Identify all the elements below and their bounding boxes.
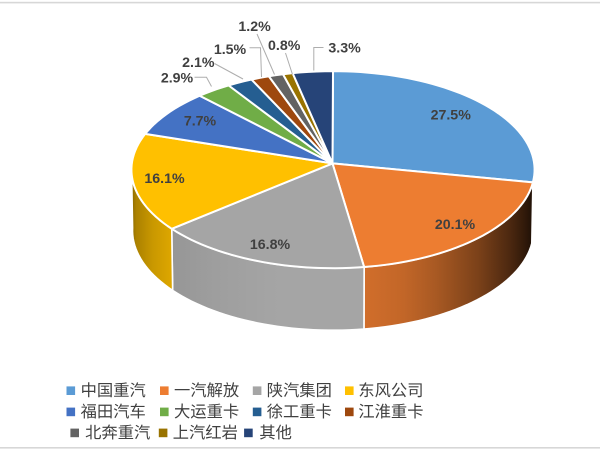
svg-text:20.1%: 20.1% (435, 217, 476, 233)
svg-text:7.7%: 7.7% (184, 113, 217, 129)
svg-text:0.8%: 0.8% (268, 38, 301, 54)
svg-text:16.1%: 16.1% (144, 171, 185, 187)
svg-text:27.5%: 27.5% (431, 108, 472, 124)
svg-text:2.1%: 2.1% (182, 55, 215, 71)
svg-text:2.9%: 2.9% (161, 70, 194, 86)
svg-text:16.8%: 16.8% (250, 237, 291, 253)
svg-text:3.3%: 3.3% (328, 41, 361, 57)
svg-text:1.5%: 1.5% (214, 42, 247, 58)
svg-text:1.2%: 1.2% (238, 19, 271, 35)
